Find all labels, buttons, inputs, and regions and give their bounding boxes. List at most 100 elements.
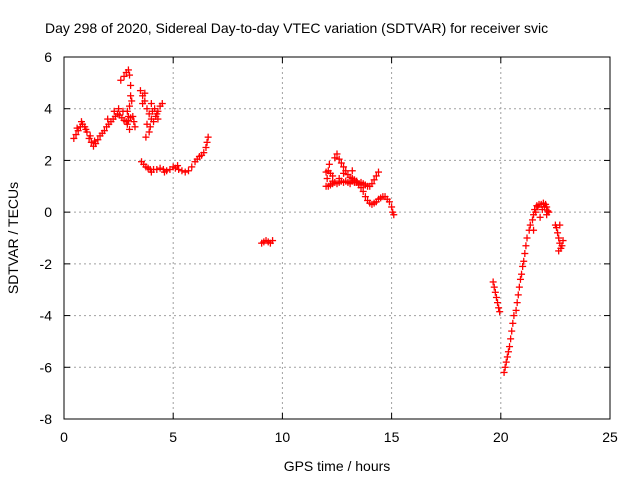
data-point (555, 247, 563, 255)
data-point (70, 134, 78, 142)
data-point (522, 242, 530, 250)
data-point (340, 163, 348, 171)
data-point (181, 168, 189, 176)
data-point (130, 118, 138, 126)
data-point (141, 89, 149, 97)
data-point (543, 211, 551, 219)
data-point (86, 132, 94, 140)
data-point (175, 165, 183, 173)
data-point (87, 138, 95, 146)
x-tick-label: 15 (384, 429, 400, 445)
data-point (532, 208, 540, 216)
data-point (127, 92, 135, 100)
data-point (145, 128, 153, 136)
data-point (516, 275, 524, 283)
axis-ticks (63, 56, 611, 420)
data-point (147, 100, 155, 108)
data-point (94, 136, 102, 144)
data-point (126, 102, 134, 110)
y-tick-label: 6 (44, 49, 52, 65)
y-axis-label: SDTVAR / TECUs (5, 182, 21, 294)
data-point (514, 291, 522, 299)
data-point (490, 283, 498, 291)
data-point (503, 353, 511, 361)
data-point (77, 118, 85, 126)
data-point (521, 250, 529, 258)
data-point (512, 306, 520, 314)
data-point (556, 221, 564, 229)
data-point (507, 335, 515, 343)
data-point (150, 118, 158, 126)
data-point (120, 72, 128, 80)
data-point (508, 327, 516, 335)
y-tick-label: -8 (40, 411, 53, 427)
data-point (91, 137, 99, 145)
data-point (131, 123, 139, 131)
data-point (110, 107, 118, 115)
data-point (153, 110, 161, 118)
data-point (82, 125, 90, 133)
data-point (540, 203, 548, 211)
data-point (489, 278, 497, 286)
data-point (534, 203, 542, 211)
data-point (202, 144, 210, 151)
data-point (390, 211, 398, 219)
data-point (374, 168, 382, 176)
data-point (515, 283, 523, 291)
data-point (100, 127, 108, 135)
x-tick-label: 20 (493, 429, 509, 445)
data-point (73, 124, 81, 132)
data-point (555, 234, 563, 242)
plot-frame (63, 56, 611, 420)
data-point (184, 167, 192, 175)
data-series-sdtvar (70, 66, 567, 376)
data-point (147, 168, 155, 176)
y-tick-label: 0 (44, 204, 52, 220)
data-point (388, 203, 396, 211)
data-point (500, 368, 508, 376)
data-point (528, 216, 536, 224)
y-tick-labels: -8 -6 -4 -2 0 2 4 6 (40, 49, 53, 427)
data-point (146, 123, 154, 131)
data-point (494, 299, 502, 307)
data-point (523, 234, 531, 242)
data-point (204, 133, 212, 141)
data-point (139, 100, 147, 108)
data-point (501, 363, 509, 371)
data-point (174, 162, 182, 170)
x-tick-label: 0 (60, 429, 68, 445)
data-point (156, 164, 164, 172)
data-point (143, 105, 151, 113)
chart-title: Day 298 of 2020, Sidereal Day-to-day VTE… (45, 20, 548, 36)
y-tick-label: -2 (40, 256, 53, 272)
y-tick-label: 2 (44, 152, 52, 168)
data-point (104, 115, 112, 123)
x-tick-label: 10 (275, 429, 291, 445)
data-point (178, 167, 186, 175)
data-point (126, 71, 134, 79)
data-point (123, 120, 131, 128)
data-point (554, 229, 562, 237)
data-point (359, 187, 367, 195)
data-point (370, 176, 378, 184)
data-point (536, 213, 544, 221)
data-point (385, 198, 393, 206)
data-point (335, 155, 343, 163)
data-point (361, 193, 369, 201)
data-point (160, 168, 168, 176)
data-point (519, 262, 527, 270)
data-point (491, 288, 499, 296)
data-point (203, 138, 211, 146)
data-point (127, 81, 135, 89)
data-point (325, 160, 333, 168)
data-point (188, 163, 196, 171)
y-tick-label: -6 (40, 359, 53, 375)
data-point (126, 125, 134, 133)
x-axis-label: GPS time / hours (284, 458, 391, 474)
data-point (510, 312, 518, 320)
data-point (513, 299, 521, 307)
x-tick-label: 5 (169, 429, 177, 445)
data-point (506, 343, 514, 351)
y-tick-label: -4 (40, 308, 53, 324)
